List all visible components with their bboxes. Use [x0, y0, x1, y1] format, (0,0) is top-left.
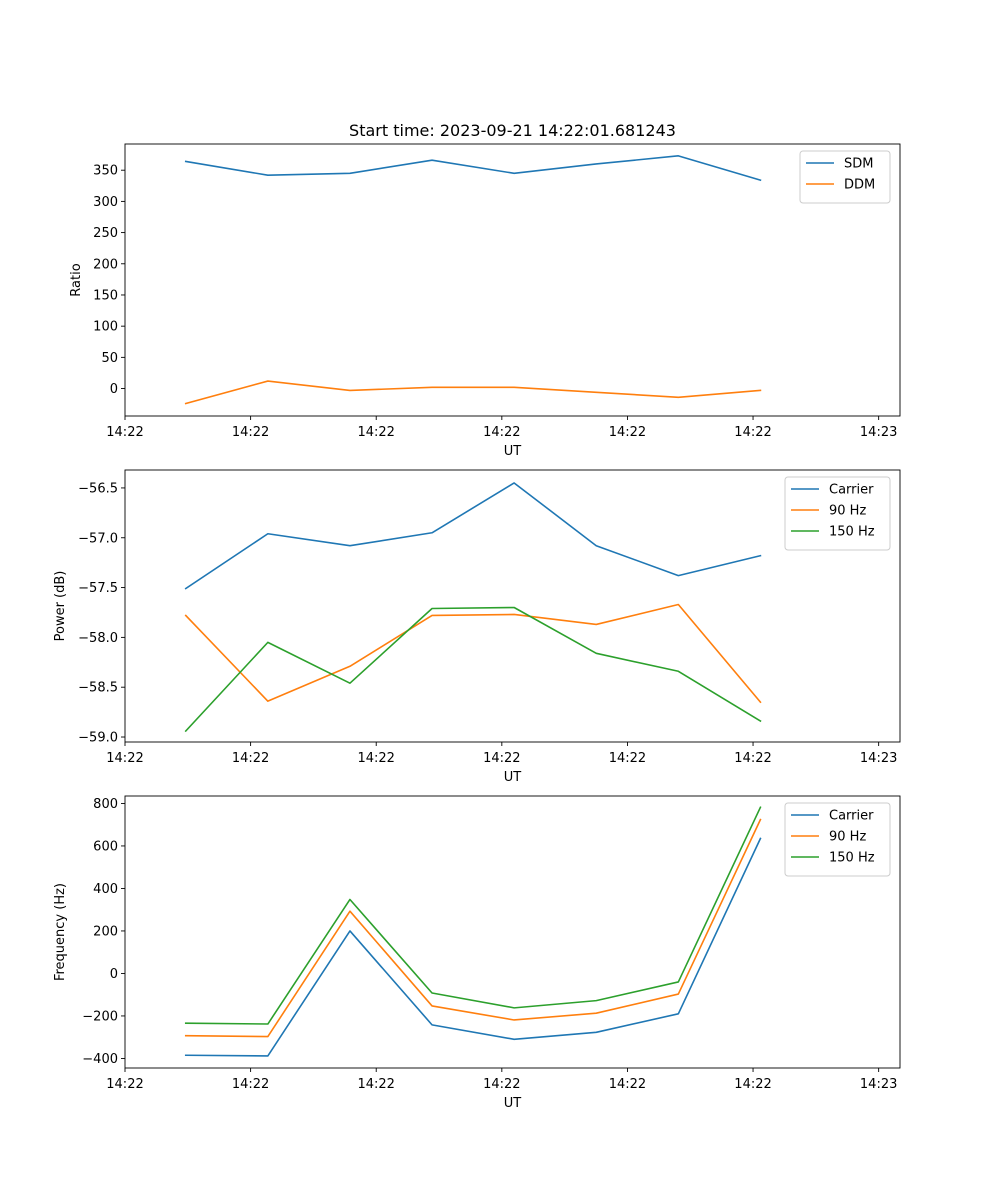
x-tick-label: 14:23 — [860, 751, 897, 766]
axes-frame — [124, 795, 901, 1069]
chart-panel-2: −59.0 −58.5 −58.0 −57.5 −57.0 −56.5 14:22 14:22… — [53, 469, 901, 785]
y-tick-label: 0 — [110, 382, 118, 397]
x-tick-label: 14:22 — [232, 1077, 269, 1092]
legend: Carrier 90 Hz 150 Hz — [784, 802, 891, 877]
x-tick-label: 14:23 — [860, 425, 897, 440]
y-tick-label: −200 — [82, 1009, 118, 1024]
series-line-carrier — [184, 482, 762, 590]
x-tick-label: 14:22 — [734, 425, 771, 440]
chart-panel-3: −400 −200 0 200 400 600 800 14:22 14:22 14:22 14:2… — [53, 795, 901, 1111]
y-tick-label: −400 — [82, 1052, 118, 1067]
y-tick-label: −59.0 — [78, 731, 118, 746]
x-tick-label: 14:22 — [232, 425, 269, 440]
x-axis-label: UT — [504, 770, 522, 785]
axes-frame — [124, 469, 901, 743]
y-tick-label: −58.0 — [78, 631, 118, 646]
y-tick-label: 200 — [93, 924, 118, 939]
legend-label: 150 Hz — [829, 851, 875, 866]
x-tick-label: 14:22 — [734, 751, 771, 766]
chart-panel-1: 0 50 100 150 200 250 300 350 14:22 14:22 14:22 14:2… — [69, 121, 901, 459]
legend-label: 90 Hz — [829, 504, 866, 519]
y-tick-label: −58.5 — [78, 681, 118, 696]
legend-label: 90 Hz — [829, 830, 866, 845]
y-tick-label: 350 — [93, 164, 118, 179]
series-line-150-hz — [184, 806, 762, 1025]
y-tick-label: 0 — [110, 967, 118, 982]
y-tick-label: −57.5 — [78, 581, 118, 596]
y-tick-label: 600 — [93, 839, 118, 854]
y-tick-label: 200 — [93, 257, 118, 272]
x-tick-label: 14:22 — [357, 425, 394, 440]
y-tick-label: −56.5 — [78, 481, 118, 496]
series-line-150-hz — [184, 606, 762, 733]
x-tick-label: 14:22 — [609, 425, 646, 440]
x-tick-label: 14:22 — [232, 751, 269, 766]
y-tick-label: 100 — [93, 320, 118, 335]
series-line-sdm — [184, 155, 762, 182]
y-tick-label: −57.0 — [78, 531, 118, 546]
y-tick-label: 250 — [93, 226, 118, 241]
y-axis-label: Ratio — [69, 263, 84, 296]
y-axis-label: Power (dB) — [53, 571, 68, 642]
y-tick-label: 50 — [101, 351, 118, 366]
y-axis-label: Frequency (Hz) — [53, 883, 68, 981]
axes-frame — [124, 143, 901, 417]
legend-label: 150 Hz — [829, 525, 875, 540]
x-axis-label: UT — [504, 1096, 522, 1111]
legend-label: Carrier — [829, 809, 874, 824]
x-tick-label: 14:22 — [483, 1077, 520, 1092]
legend-label: Carrier — [829, 483, 874, 498]
legend: Carrier 90 Hz 150 Hz — [784, 476, 891, 551]
y-tick-label: 300 — [93, 195, 118, 210]
x-tick-label: 14:22 — [483, 751, 520, 766]
x-tick-label: 14:22 — [357, 751, 394, 766]
legend: SDM DDM — [799, 150, 891, 204]
chart-title: Start time: 2023-09-21 14:22:01.681243 — [349, 121, 676, 140]
x-tick-label: 14:23 — [860, 1077, 897, 1092]
x-tick-label: 14:22 — [106, 1077, 143, 1092]
y-tick-label: 800 — [93, 797, 118, 812]
legend-box — [799, 150, 891, 204]
x-axis-label: UT — [504, 444, 522, 459]
x-tick-label: 14:22 — [106, 425, 143, 440]
y-tick-label: 400 — [93, 882, 118, 897]
x-tick-label: 14:22 — [609, 1077, 646, 1092]
y-tick-label: 150 — [93, 288, 118, 303]
x-tick-label: 14:22 — [483, 425, 520, 440]
legend-label: SDM — [844, 157, 873, 172]
legend-label: DDM — [844, 178, 875, 193]
series-line-ddm — [184, 380, 762, 405]
x-tick-label: 14:22 — [609, 751, 646, 766]
x-tick-label: 14:22 — [106, 751, 143, 766]
x-tick-label: 14:22 — [357, 1077, 394, 1092]
series-line-carrier — [184, 837, 762, 1057]
x-tick-label: 14:22 — [734, 1077, 771, 1092]
series-line-90-hz — [184, 603, 762, 704]
series-line-90-hz — [184, 818, 762, 1038]
